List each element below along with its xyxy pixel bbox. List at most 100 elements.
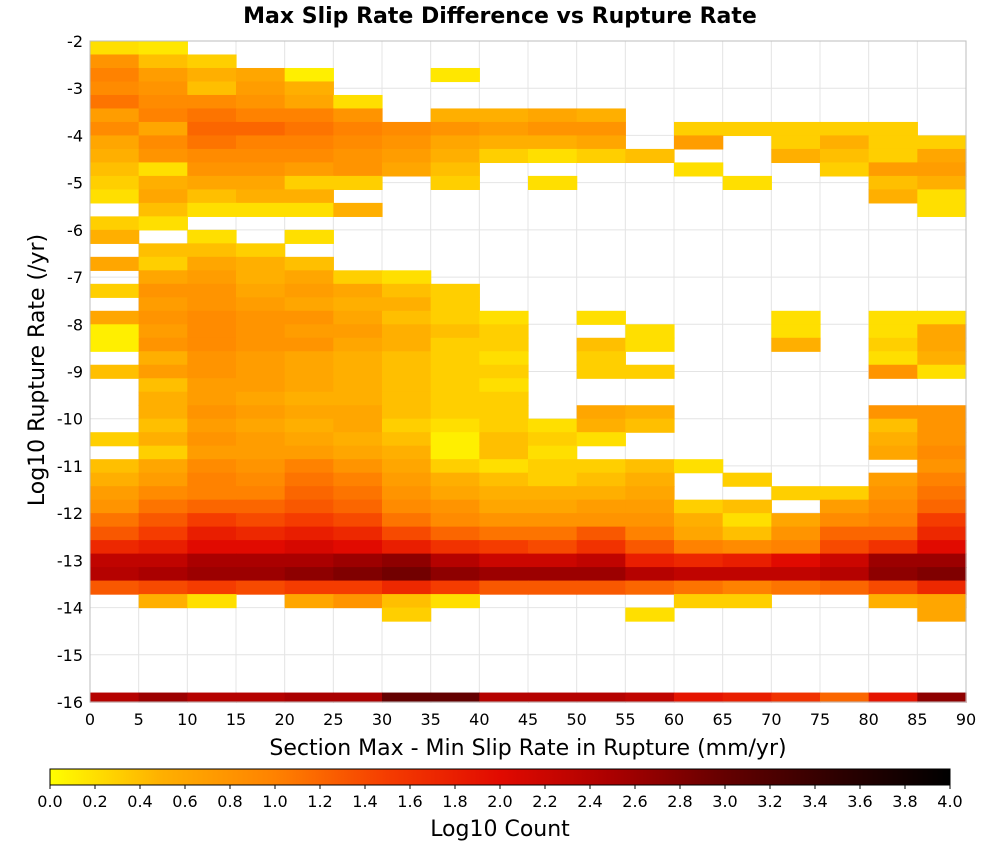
heatmap-cell: [187, 364, 237, 379]
heatmap-cell: [820, 135, 870, 150]
heatmap-cell: [236, 81, 286, 96]
heatmap-cell: [284, 594, 334, 609]
heatmap-cell: [382, 162, 432, 177]
heatmap-cell: [479, 364, 529, 379]
heatmap-cell: [138, 324, 188, 339]
heatmap-cell: [138, 692, 188, 703]
x-tick-label: 40: [469, 710, 489, 729]
heatmap-cell: [382, 324, 432, 339]
heatmap-cell: [430, 364, 480, 379]
heatmap-cell: [430, 351, 480, 366]
heatmap-cell: [430, 432, 480, 447]
heatmap-cell: [333, 580, 383, 595]
y-tick-label: -15: [57, 646, 83, 665]
heatmap-cell: [138, 540, 188, 555]
heatmap-cell: [771, 567, 821, 582]
heatmap-cell: [284, 526, 334, 541]
x-tick-label: 85: [907, 710, 927, 729]
heatmap-cell: [333, 148, 383, 164]
heatmap-cell: [528, 499, 578, 514]
heatmap-cell: [333, 175, 383, 190]
y-tick-label: -12: [57, 504, 83, 523]
heatmap-cell: [868, 351, 918, 366]
heatmap-cell: [917, 553, 967, 568]
heatmap-cell: [90, 364, 140, 379]
heatmap-cell: [138, 256, 188, 271]
heatmap-cell: [382, 270, 432, 285]
heatmap-cell: [284, 162, 334, 177]
heatmap-cell: [90, 175, 140, 190]
heatmap-cell: [138, 148, 188, 164]
heatmap-cell: [90, 513, 140, 528]
heatmap-cell: [868, 175, 918, 190]
x-tick-label: 55: [615, 710, 635, 729]
heatmap-cell: [382, 351, 432, 366]
colorbar-tick-label: 3.8: [892, 792, 917, 811]
heatmap-cell: [576, 486, 626, 501]
heatmap-cell: [576, 148, 626, 164]
colorbar-tick-label: 1.0: [262, 792, 287, 811]
heatmap-cell: [236, 391, 286, 406]
heatmap-cell: [868, 337, 918, 352]
heatmap-cell: [187, 692, 237, 703]
heatmap-cell: [333, 270, 383, 285]
heatmap-cell: [868, 692, 918, 703]
heatmap-cell: [625, 405, 675, 420]
heatmap-cell: [917, 540, 967, 555]
heatmap-cell: [528, 513, 578, 528]
heatmap-cell: [674, 162, 724, 177]
heatmap-cell: [868, 148, 918, 164]
heatmap-cell: [138, 351, 188, 366]
heatmap-cell: [917, 432, 967, 447]
heatmap-cell: [382, 310, 432, 325]
heatmap-cell: [138, 67, 188, 83]
heatmap-cell: [430, 499, 480, 514]
heatmap-cell: [625, 324, 675, 339]
heatmap-cell: [625, 337, 675, 352]
y-tick-label: -6: [67, 221, 83, 240]
heatmap-cell: [90, 216, 140, 231]
heatmap-cell: [917, 189, 967, 204]
heatmap-cell: [479, 567, 529, 582]
heatmap-cell: [90, 81, 140, 96]
heatmap-cell: [284, 283, 334, 298]
heatmap-cell: [722, 692, 772, 703]
heatmap-cell: [90, 324, 140, 339]
heatmap-cell: [138, 175, 188, 190]
heatmap-cell: [674, 553, 724, 568]
heatmap-cell: [430, 121, 480, 137]
y-tick-label: -2: [67, 32, 83, 51]
heatmap-cell: [479, 432, 529, 447]
heatmap-cell: [576, 418, 626, 433]
heatmap-cell: [138, 41, 188, 56]
heatmap-cell: [333, 692, 383, 703]
heatmap-cell: [90, 283, 140, 298]
x-tick-label: 60: [664, 710, 684, 729]
heatmap-cell: [917, 567, 967, 582]
y-tick-label: -11: [57, 457, 83, 476]
heatmap-cell: [576, 692, 626, 703]
heatmap-cell: [479, 121, 529, 137]
heatmap-cell: [187, 202, 237, 217]
heatmap-cell: [187, 81, 237, 96]
heatmap-cell: [917, 337, 967, 352]
colorbar-tick-label: 0.8: [217, 792, 242, 811]
heatmap-cell: [382, 540, 432, 555]
heatmap-cell: [284, 108, 334, 123]
heatmap-cell: [674, 121, 724, 137]
heatmap-cell: [187, 378, 237, 393]
heatmap-cell: [187, 189, 237, 204]
heatmap-cell: [917, 526, 967, 541]
heatmap-cell: [430, 580, 480, 595]
heatmap-cell: [138, 108, 188, 123]
heatmap-cell: [528, 432, 578, 447]
heatmap-cell: [722, 580, 772, 595]
heatmap-cell: [528, 580, 578, 595]
heatmap-cell: [333, 108, 383, 123]
heatmap-cell: [771, 540, 821, 555]
heatmap-cell: [917, 405, 967, 420]
y-tick-label: -8: [67, 315, 83, 334]
colorbar-ticks: 0.0 0.2 0.4 0.6 0.8 1.0 1.2 1.4 1.6 1.8 2.0 2.2 2.4 2…: [37, 785, 963, 811]
heatmap-cell: [917, 580, 967, 595]
heatmap-cell: [90, 135, 140, 150]
